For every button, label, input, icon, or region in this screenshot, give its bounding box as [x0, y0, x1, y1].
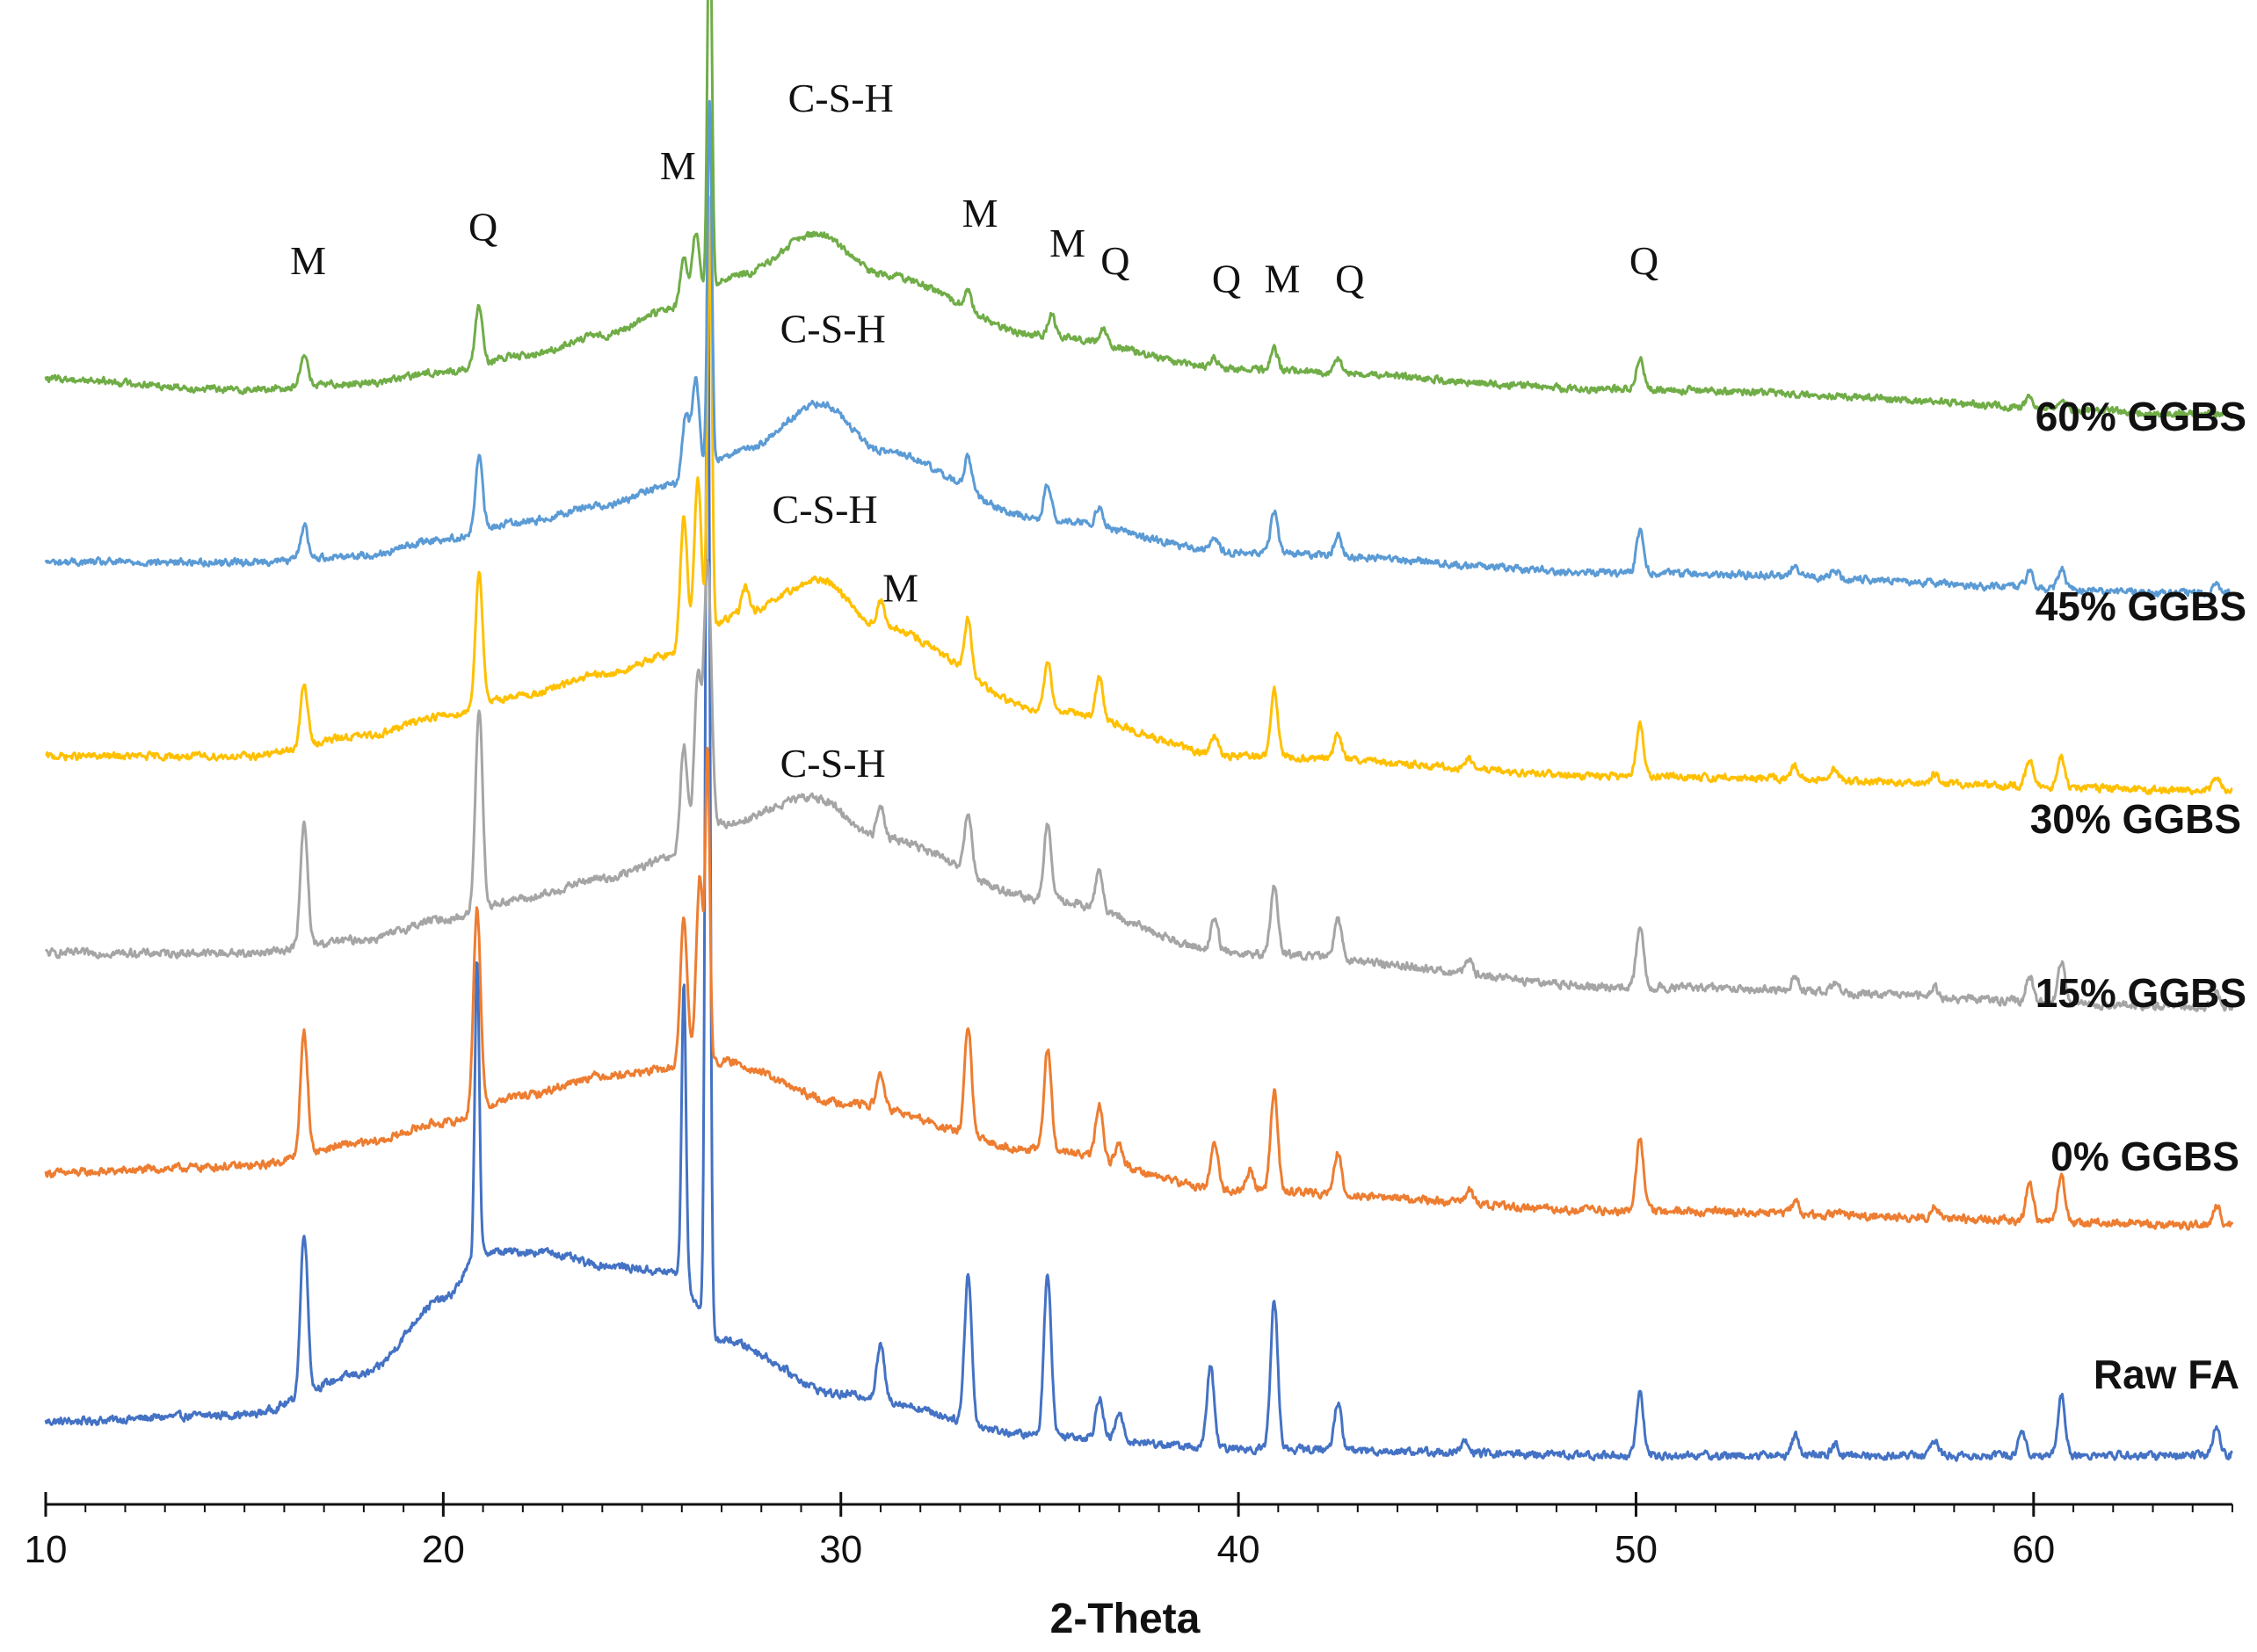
series-label: 15% GGBS	[2036, 970, 2246, 1016]
x-tick-label: 30	[819, 1528, 862, 1571]
series-line-60-ggbs	[44, 0, 2234, 419]
peak-annotation: Q	[1335, 256, 1364, 301]
series-line-30-ggbs	[45, 196, 2233, 796]
series-label-layer: Raw FA 0% GGBS 15% GGBS 30% GGBS 45% GGBS 60%…	[2030, 394, 2246, 1397]
peak-annotation: Q	[1212, 256, 1241, 301]
x-tick-label: 40	[1217, 1528, 1260, 1571]
peak-annotation: M	[882, 566, 918, 611]
peak-annotation: Q	[1100, 238, 1129, 283]
x-tick-label: 10	[25, 1528, 68, 1571]
peak-annotation: C-S-H	[773, 487, 878, 532]
peak-annotation: M	[290, 238, 326, 283]
peak-annotation: M	[1264, 256, 1300, 301]
series-label: 60% GGBS	[2036, 394, 2246, 439]
peak-annotation: Q	[468, 205, 497, 250]
series-label: 0% GGBS	[2050, 1134, 2239, 1179]
peak-annotation: C-S-H	[780, 307, 886, 351]
x-axis-title: 2-Theta	[1050, 1596, 1201, 1642]
series-line-0-ggbs	[44, 746, 2234, 1231]
peak-annotation: C-S-H	[780, 741, 886, 786]
x-tick-label: 50	[1615, 1528, 1658, 1571]
peak-annotation: C-S-H	[788, 76, 894, 120]
peak-annotation: Q	[1629, 238, 1658, 283]
series-layer	[44, 0, 2234, 1462]
series-label: 45% GGBS	[2036, 583, 2246, 629]
peak-annotation: M	[660, 143, 696, 188]
peak-annotation: M	[1049, 221, 1085, 265]
x-tick-label: 20	[422, 1528, 465, 1571]
series-line-45-ggbs	[44, 99, 2234, 598]
series-label: Raw FA	[2094, 1351, 2239, 1397]
peak-annotation: M	[962, 191, 998, 235]
x-tick-label: 60	[2012, 1528, 2055, 1571]
series-label: 30% GGBS	[2030, 796, 2241, 842]
x-axis: 10 20 30 40 50 60	[25, 1492, 2233, 1571]
series-line-raw-fa	[44, 243, 2233, 1462]
series-line-15-ggbs	[44, 559, 2234, 1012]
